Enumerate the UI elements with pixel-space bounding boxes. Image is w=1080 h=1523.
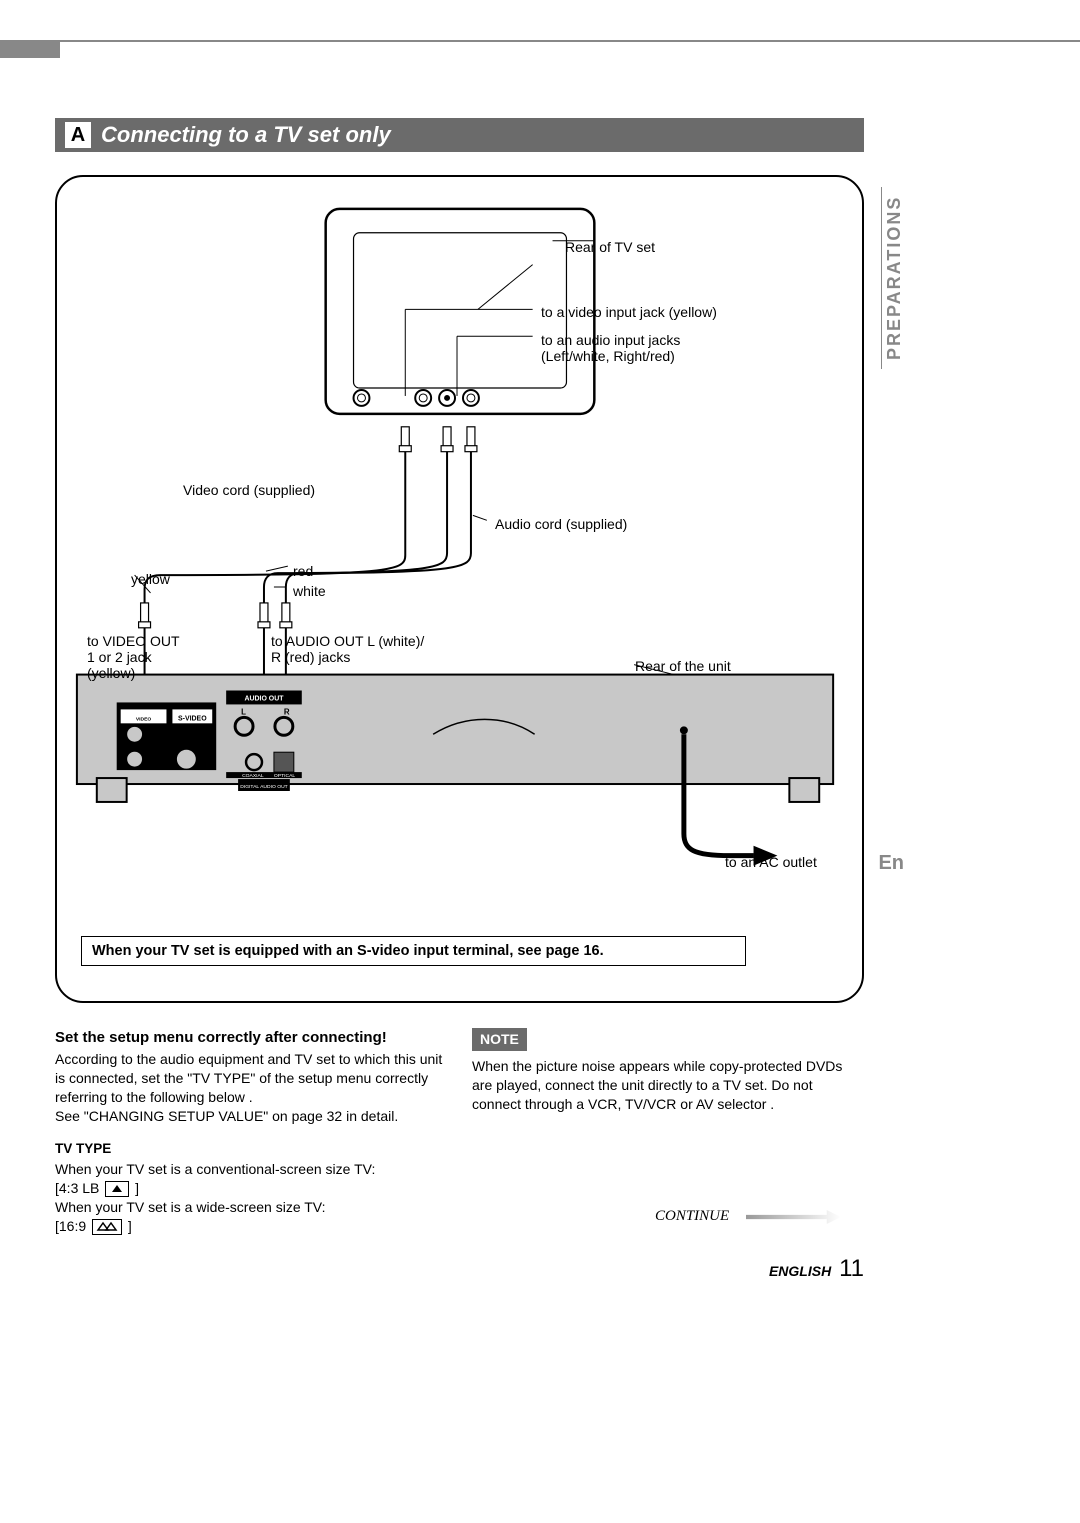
svg-text:S-VIDEO: S-VIDEO: [178, 715, 207, 722]
tv-type-heading: TV TYPE: [55, 1140, 450, 1158]
tv-wide: When your TV set is a wide-screen size T…: [55, 1198, 450, 1217]
label-video-input: to a video input jack (yellow): [541, 303, 717, 321]
ratio-43-icon: [105, 1181, 129, 1197]
top-accent-bar: [0, 40, 60, 58]
ratio-43: [4:3 LB ]: [55, 1179, 450, 1198]
label-video-cord: Video cord (supplied): [183, 481, 315, 499]
connection-diagram: VIDEO S-VIDEO AUDIO OUT L R COAXIAL OPTI…: [57, 177, 862, 1001]
en-badge: En: [878, 852, 904, 875]
label-white: white: [293, 582, 326, 600]
tv-conventional: When your TV set is a conventional-scree…: [55, 1160, 450, 1179]
svideo-note: When your TV set is equipped with an S-v…: [81, 936, 746, 966]
ratio-169-icon: [92, 1219, 122, 1235]
label-red: red: [293, 562, 313, 580]
section-header: A Connecting to a TV set only: [55, 118, 864, 152]
section-badge: A: [65, 122, 91, 148]
page-number: 11: [839, 1255, 864, 1282]
svg-text:OPTICAL: OPTICAL: [274, 773, 295, 779]
section-title: Connecting to a TV set only: [101, 122, 391, 148]
label-audio-input-2: (Left/white, Right/red): [541, 347, 675, 365]
setup-p1: According to the audio equipment and TV …: [55, 1050, 450, 1107]
continue-arrow-icon: [746, 1210, 841, 1224]
note-text: When the picture noise appears while cop…: [472, 1057, 865, 1114]
label-rear-unit: Rear of the unit: [635, 657, 731, 675]
top-accent-line: [60, 40, 1080, 42]
side-tab-line: [881, 187, 882, 369]
setup-p2: See "CHANGING SETUP VALUE" on page 32 in…: [55, 1107, 450, 1126]
setup-heading: Set the setup menu correctly after conne…: [55, 1028, 450, 1048]
diagram-container: VIDEO S-VIDEO AUDIO OUT L R COAXIAL OPTI…: [55, 175, 864, 1003]
svg-text:VIDEO: VIDEO: [136, 716, 152, 722]
svg-text:DIGITAL AUDIO OUT: DIGITAL AUDIO OUT: [240, 784, 287, 790]
right-column: NOTE When the picture noise appears whil…: [472, 1028, 865, 1114]
side-tab: PREPARATIONS: [884, 195, 904, 361]
label-video-out-3: (yellow): [87, 664, 135, 682]
svg-text:R: R: [284, 707, 290, 716]
continue-label: CONTINUE: [655, 1208, 729, 1225]
label-ac-outlet: to an AC outlet: [725, 853, 817, 871]
svg-text:COAXIAL: COAXIAL: [242, 773, 264, 779]
lang-label: ENGLISH: [769, 1263, 831, 1279]
label-yellow: yellow: [131, 570, 170, 588]
label-audio-out-2: R (red) jacks: [271, 648, 350, 666]
ratio-169: [16:9 ]: [55, 1217, 450, 1236]
label-rear-tv: Rear of TV set: [565, 238, 655, 256]
svg-text:L: L: [241, 707, 246, 716]
svg-text:AUDIO OUT: AUDIO OUT: [244, 695, 284, 702]
left-column: Set the setup menu correctly after conne…: [55, 1028, 450, 1236]
page-footer: ENGLISH 11: [769, 1255, 864, 1283]
label-audio-cord: Audio cord (supplied): [495, 515, 627, 533]
note-badge: NOTE: [472, 1028, 527, 1051]
